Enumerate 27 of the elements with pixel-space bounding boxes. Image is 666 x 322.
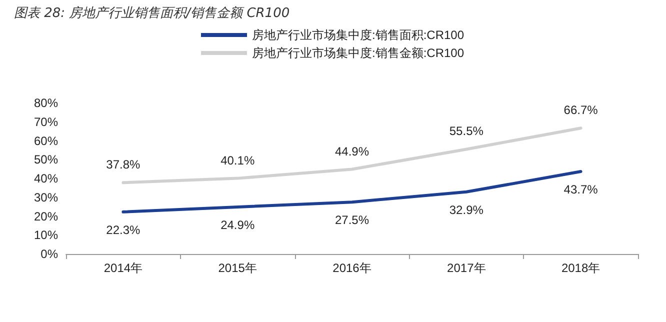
y-tick-label: 50% <box>34 152 58 167</box>
data-label: 27.5% <box>334 213 370 228</box>
x-tick-label: 2015年 <box>218 261 257 275</box>
legend-label: 房地产行业市场集中度:销售金额:CR100 <box>252 46 464 60</box>
x-tick-label: 2014年 <box>104 261 143 275</box>
x-tick-label: 2018年 <box>561 261 600 275</box>
y-tick-label: 20% <box>34 209 58 224</box>
y-tick-label: 30% <box>34 190 58 204</box>
y-tick-label: 0% <box>40 247 58 261</box>
x-tick-label: 2017年 <box>447 261 486 275</box>
data-label: 32.9% <box>449 202 484 217</box>
data-label: 40.1% <box>220 153 255 168</box>
y-tick-label: 70% <box>34 114 58 129</box>
data-label: 22.3% <box>106 222 141 237</box>
data-label: 37.8% <box>106 158 141 172</box>
legend-label: 房地产行业市场集中度:销售面积:CR100 <box>252 28 464 42</box>
data-label: 43.7% <box>564 182 598 197</box>
y-tick-label: 10% <box>34 228 58 242</box>
y-tick-label: 80% <box>34 96 58 110</box>
y-tick-label: 40% <box>34 172 58 186</box>
chart-title: 图表 28: 房地产行业销售面积/销售金额 CR100 <box>14 5 290 22</box>
data-label: 66.7% <box>564 103 598 118</box>
y-tick-label: 60% <box>34 134 58 148</box>
data-label: 55.5% <box>449 124 484 138</box>
x-tick-label: 2016年 <box>332 261 372 275</box>
data-label: 24.9% <box>220 218 255 232</box>
data-label: 44.9% <box>334 144 370 158</box>
